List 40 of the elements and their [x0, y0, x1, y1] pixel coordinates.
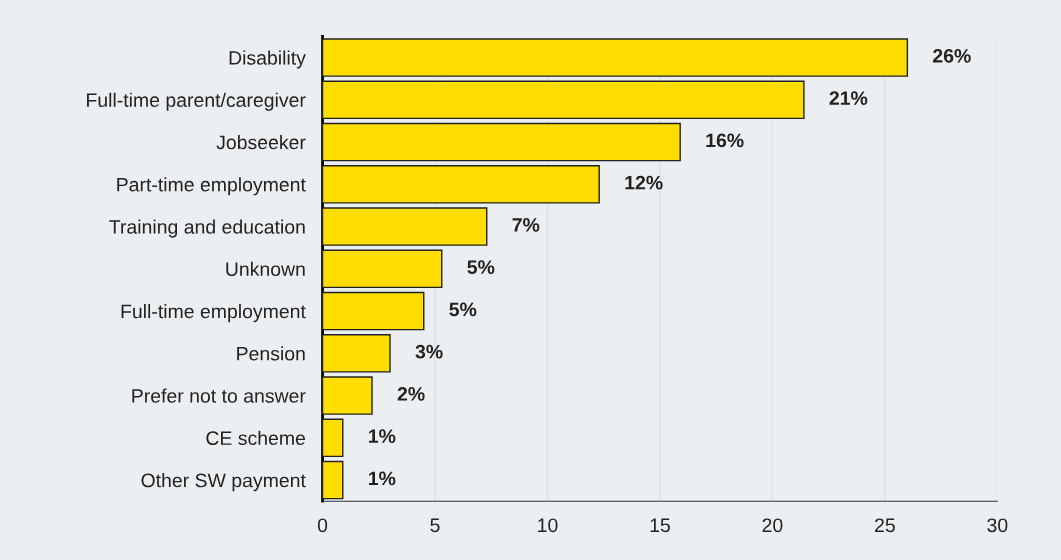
x-tick-label: 15 [650, 518, 670, 533]
x-tick-label: 5 [430, 518, 440, 533]
bar [322, 207, 488, 246]
y-tick-label: CE scheme [206, 430, 306, 446]
data-label: 2% [397, 387, 425, 401]
y-tick-label: Other SW payment [141, 473, 306, 492]
y-tick-label: Disability [229, 50, 306, 69]
data-label: 21% [829, 91, 868, 105]
data-label: 5% [449, 302, 477, 317]
y-tick-label: Pension [237, 346, 305, 361]
bar [322, 376, 373, 415]
data-label: 3% [415, 344, 443, 359]
bar [322, 249, 443, 289]
y-tick-label: Prefer not to answer [132, 388, 306, 403]
y-tick-label: Jobseeker [216, 134, 306, 150]
y-tick-label: Training and education [109, 219, 305, 238]
data-label: 26% [933, 48, 971, 63]
data-label: 1% [369, 471, 396, 486]
bar [322, 291, 425, 331]
y-tick-label: Full-time parent/caregiver [87, 92, 306, 111]
data-label: 7% [512, 218, 540, 232]
bar [322, 38, 909, 77]
data-label: 12% [625, 175, 663, 190]
bar [322, 334, 391, 373]
x-tick-label: 10 [538, 518, 558, 533]
bar [322, 460, 344, 500]
x-tick-label: 30 [987, 518, 1008, 533]
y-tick-label: Full-time employment [121, 304, 306, 323]
y-tick-label: Part-time employment [117, 177, 306, 196]
bar [322, 122, 681, 162]
bar [322, 418, 344, 458]
x-tick-label: 20 [762, 518, 783, 533]
data-label: 16% [706, 133, 744, 148]
y-tick-label: Unknown [226, 261, 305, 277]
data-label: 1% [369, 429, 396, 443]
x-tick-label: 0 [317, 518, 328, 533]
data-label: 5% [467, 260, 495, 275]
bar [322, 165, 600, 204]
x-tick-label: 25 [875, 518, 895, 533]
bar [322, 80, 805, 120]
